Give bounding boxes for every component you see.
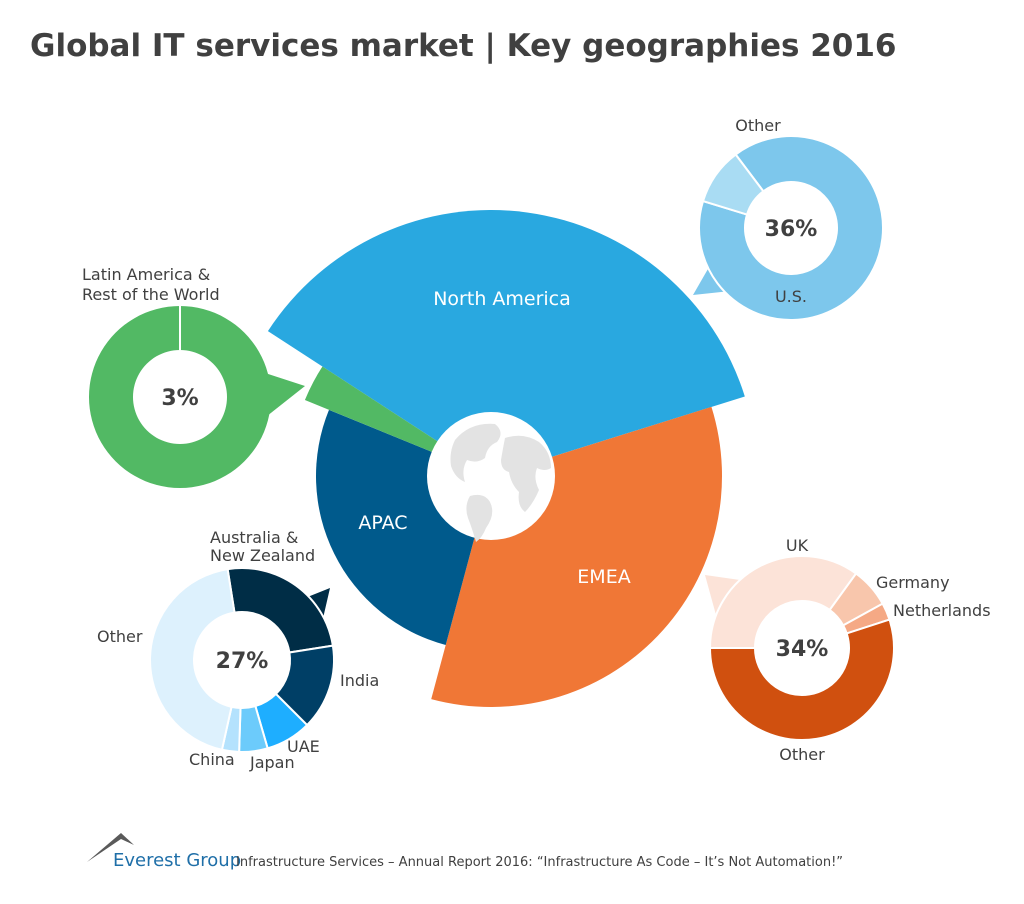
apac-other-label: Other [97, 627, 143, 646]
footer-source: Infrastructure Services – Annual Report … [236, 855, 843, 870]
uk-label: UK [786, 536, 809, 555]
segment-other [701, 153, 765, 216]
chart-title: Global IT services market | Key geograph… [30, 28, 897, 64]
uae-label: UAE [287, 737, 320, 756]
segment-australia-new-zealand [226, 567, 335, 654]
apac-label: APAC [358, 512, 407, 534]
segment-u-s [698, 135, 884, 321]
germany-label: Germany [876, 573, 950, 592]
latam-title-line1: Latin America & [82, 265, 210, 284]
latam-donut [88, 306, 305, 489]
segment-uk [708, 555, 858, 649]
latin-america-rest-of-the-world-callout-pointer [262, 372, 305, 420]
segment-latin-america-rest-of-the-world [88, 306, 271, 489]
china-label: China [189, 750, 235, 769]
globe-icon [427, 412, 555, 542]
apac-donut [149, 567, 335, 753]
anz-label-line2: New Zealand [210, 546, 315, 565]
segment-other [149, 567, 236, 751]
north-america-share: 36% [765, 217, 818, 242]
emea-callout-pointer [705, 575, 740, 615]
anz-label-line1: Australia & [210, 528, 298, 547]
emea-other-label: Other [779, 745, 825, 764]
us-other-label: Other [735, 116, 781, 135]
footer-brand: Everest Group [113, 850, 241, 871]
japan-label: Japan [249, 753, 295, 772]
emea-share: 34% [776, 637, 829, 662]
emea-donut [705, 555, 895, 741]
latam-share: 3% [161, 386, 198, 411]
apac-share: 27% [216, 649, 269, 674]
emea-label: EMEA [577, 566, 630, 588]
netherlands-label: Netherlands [893, 601, 991, 620]
india-label: India [340, 671, 379, 690]
main-wedge-north-america [267, 210, 745, 477]
segment-other [708, 618, 895, 741]
latam-title-line2: Rest of the World [82, 285, 220, 304]
north-america-label: North America [433, 288, 571, 310]
us-label: U.S. [775, 287, 807, 306]
north-america-donut [693, 135, 884, 321]
